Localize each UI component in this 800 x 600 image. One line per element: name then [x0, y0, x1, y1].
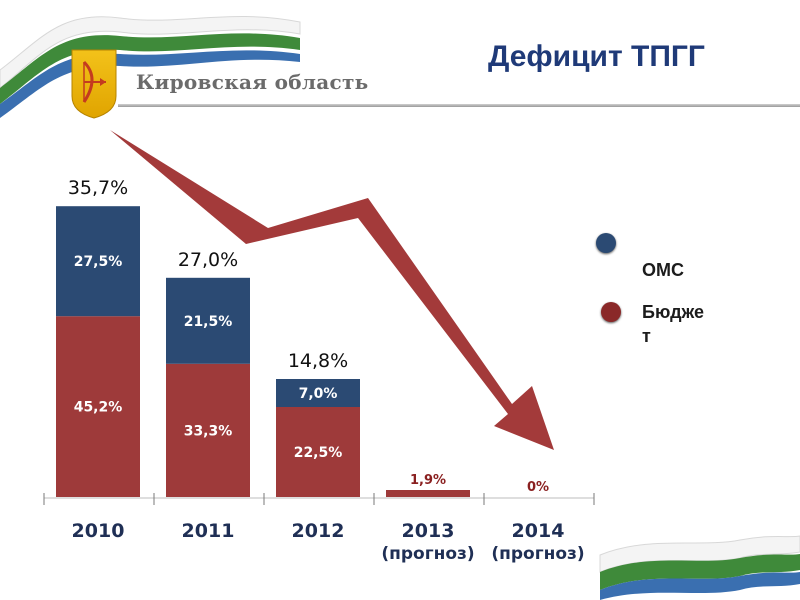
x-tick-note-2013: (прогноз)	[381, 544, 474, 564]
data-label-budget-2013: 1,9%	[410, 473, 446, 488]
bar-budget-2011	[166, 363, 250, 497]
data-label-oms-2012: 7,0%	[299, 386, 338, 402]
x-tick-note-2014: (прогноз)	[491, 544, 584, 564]
data-label-oms-2010: 27,5%	[74, 254, 123, 270]
page-title: Дефицит ТПГГ	[488, 40, 705, 73]
header-divider	[118, 104, 800, 107]
bar-oms-2011	[166, 277, 250, 364]
legend-label-budget: Бюдже т	[642, 302, 705, 346]
flag-ribbon-bottom	[599, 535, 800, 600]
data-label-budget-2011: 33,3%	[184, 423, 233, 439]
total-label-2012: 14,8%	[288, 350, 348, 372]
data-label-budget-2010: 45,2%	[74, 400, 123, 416]
legend-marker-oms	[596, 233, 616, 253]
data-label-budget-2012: 22,5%	[294, 445, 343, 461]
bar-budget-2012	[276, 407, 360, 497]
coat-of-arms-icon	[71, 49, 117, 119]
x-tick-label-2011: 2011	[182, 520, 235, 542]
data-label-budget-2014: 0%	[527, 480, 549, 495]
total-label-2011: 27,0%	[178, 249, 238, 271]
bar-budget-2013	[386, 490, 470, 497]
trend-arrow	[110, 130, 554, 450]
x-tick-label-2013: 2013	[402, 520, 455, 542]
legend-marker-budget	[601, 302, 621, 322]
bar-budget-2010	[56, 316, 140, 497]
legend-label-oms: ОМС	[642, 260, 684, 280]
x-tick-label-2010: 2010	[72, 520, 125, 542]
bar-oms-2012	[276, 379, 360, 407]
region-name: Кировская область	[136, 70, 369, 94]
x-tick-label-2014: 2014	[512, 520, 565, 542]
total-label-2010: 35,7%	[68, 177, 128, 199]
data-label-oms-2011: 21,5%	[184, 314, 233, 330]
x-tick-label-2012: 2012	[292, 520, 345, 542]
bar-oms-2010	[56, 206, 140, 317]
